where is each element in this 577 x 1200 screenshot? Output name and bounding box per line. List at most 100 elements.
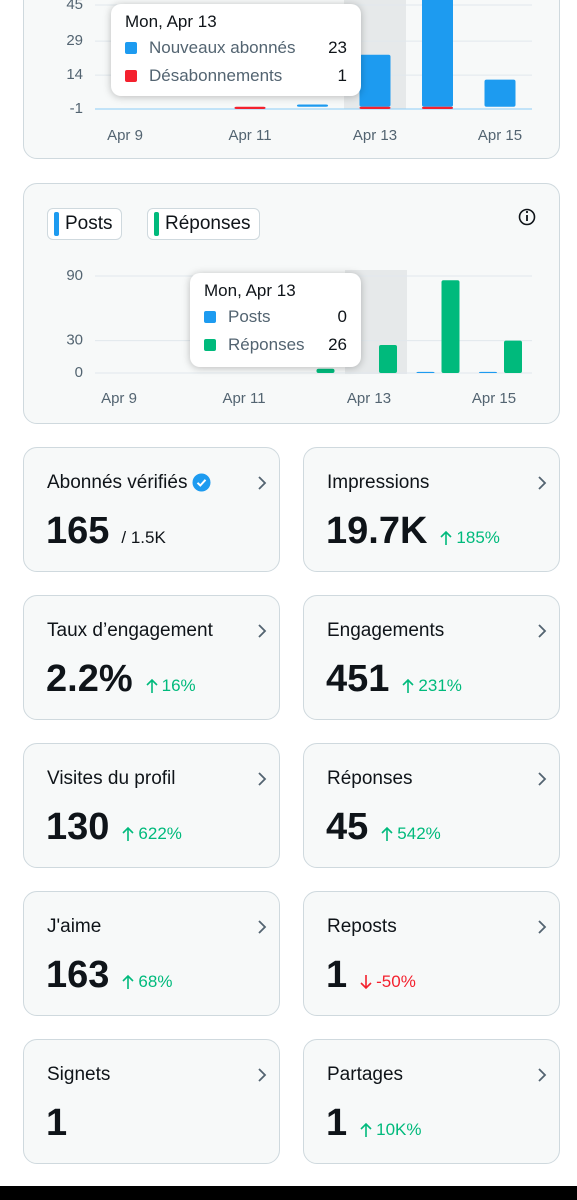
x-tick-label: Apr 9 [107, 127, 143, 144]
x-tick-label: Apr 9 [101, 390, 137, 407]
metric-change: 622% [121, 824, 182, 844]
metric-value: 1 [46, 1102, 68, 1144]
bar [316, 368, 335, 373]
metric-label: J'aime [47, 916, 102, 937]
bar [484, 79, 516, 107]
chevron [255, 770, 269, 793]
metric-value: 165 [46, 510, 110, 552]
metric-change: 68% [121, 972, 172, 992]
change-value: 622% [138, 824, 182, 843]
info-icon[interactable] [518, 208, 536, 226]
metric-value: 1 [326, 1102, 348, 1144]
metric-change: 185% [439, 528, 500, 548]
metric-value: 163 [46, 954, 110, 996]
legend-item[interactable]: Réponses [147, 208, 260, 240]
bar [379, 344, 397, 373]
metric-value: 451 [326, 658, 390, 700]
metric-card[interactable]: Impressions 19.7K 185% [303, 447, 560, 572]
x-tick-label: Apr 11 [222, 390, 265, 407]
verified-badge [192, 473, 211, 497]
x-tick-label: Apr 13 [353, 127, 397, 144]
metric-change: -50% [359, 972, 416, 992]
y-tick-label: 30 [66, 332, 83, 349]
chevron [255, 474, 269, 497]
metric-card[interactable]: Signets 1 [23, 1039, 280, 1164]
bar [422, 0, 453, 107]
metric-value: 1 [326, 954, 348, 996]
change-value: 231% [418, 676, 462, 695]
tooltip-title: Mon, Apr 13 [204, 281, 296, 300]
y-tick-label: 90 [66, 267, 83, 284]
metric-label: Visites du profil [47, 768, 176, 789]
tooltip-value: 0 [337, 307, 347, 326]
metric-label: Partages [327, 1064, 404, 1085]
change-value: 16% [161, 676, 196, 695]
x-tick-label: Apr 15 [472, 390, 516, 407]
change-value: 542% [397, 824, 441, 843]
metric-value: 2.2% [46, 658, 133, 700]
metric-change: 16% [145, 676, 196, 696]
bar [416, 371, 435, 373]
metric-card[interactable]: Abonnés vérifiés 165 / 1.5K [23, 447, 280, 572]
y-tick-label: 45 [66, 0, 83, 13]
tooltip-label: Désabonnements [149, 66, 283, 85]
tooltip-value: 23 [328, 38, 347, 57]
x-tick-label: Apr 13 [347, 390, 391, 407]
metric-value: 130 [46, 806, 110, 848]
bar [422, 106, 453, 109]
change-value: 185% [456, 528, 500, 547]
tooltip: Mon, Apr 13 Nouveaux abonnés 23 Désabonne… [111, 4, 361, 96]
metric-label: Reposts [327, 916, 397, 937]
metric-label: Engagements [327, 620, 445, 641]
legend-label: Posts [65, 213, 113, 234]
metric-card[interactable]: J'aime 163 68% [23, 891, 280, 1016]
metric-card[interactable]: Reposts 1 -50% [303, 891, 560, 1016]
metric-change: 542% [380, 824, 441, 844]
metric-label: Taux d’engagement [47, 620, 213, 641]
chevron [535, 770, 549, 793]
tooltip-label: Réponses [228, 335, 305, 354]
x-tick-label: Apr 15 [478, 127, 522, 144]
chevron [535, 1066, 549, 1089]
metric-card[interactable]: Partages 1 10K% [303, 1039, 560, 1164]
bar [441, 280, 460, 373]
followers-chart: -1 14 29 45 Apr 9 Apr 11 Apr 13 Apr 15 [66, 0, 532, 144]
bar [479, 371, 497, 373]
legend-item[interactable]: Posts [47, 208, 122, 240]
legend-label: Réponses [165, 213, 251, 234]
y-tick-label: -1 [70, 100, 83, 117]
metric-label: Signets [47, 1064, 111, 1085]
metric-label: Abonnés vérifiés [47, 472, 188, 493]
metric-value: 19.7K [326, 510, 428, 552]
tooltip-value: 26 [328, 335, 347, 354]
y-tick-label: 14 [66, 66, 83, 83]
tooltip: Mon, Apr 13 Posts 0 Réponses 26 [190, 273, 361, 367]
chevron [535, 474, 549, 497]
bar [359, 106, 391, 109]
tooltip-label: Nouveaux abonnés [149, 38, 296, 57]
nav-bar [0, 1186, 577, 1200]
bar [504, 340, 522, 373]
tooltip-label: Posts [228, 307, 271, 326]
chevron [535, 918, 549, 941]
metric-label: Réponses [327, 768, 413, 789]
metric-change: 10K% [359, 1120, 422, 1140]
metric-label: Impressions [327, 472, 430, 493]
change-value: -50% [376, 972, 416, 991]
change-value: 10K% [376, 1120, 422, 1139]
bar [297, 104, 328, 107]
bar [234, 106, 266, 109]
chevron [255, 918, 269, 941]
metric-card[interactable]: Réponses 45 542% [303, 743, 560, 868]
metric-total: / 1.5K [121, 528, 166, 547]
metric-card[interactable]: Engagements 451 231% [303, 595, 560, 720]
y-tick-label: 0 [75, 364, 83, 381]
x-tick-label: Apr 11 [228, 127, 271, 144]
metric-card[interactable]: Taux d’engagement 2.2% 16% [23, 595, 280, 720]
bar [359, 54, 391, 107]
y-tick-label: 29 [66, 32, 83, 49]
chevron [535, 622, 549, 645]
change-value: 68% [138, 972, 173, 991]
metric-card[interactable]: Visites du profil 130 622% [23, 743, 280, 868]
